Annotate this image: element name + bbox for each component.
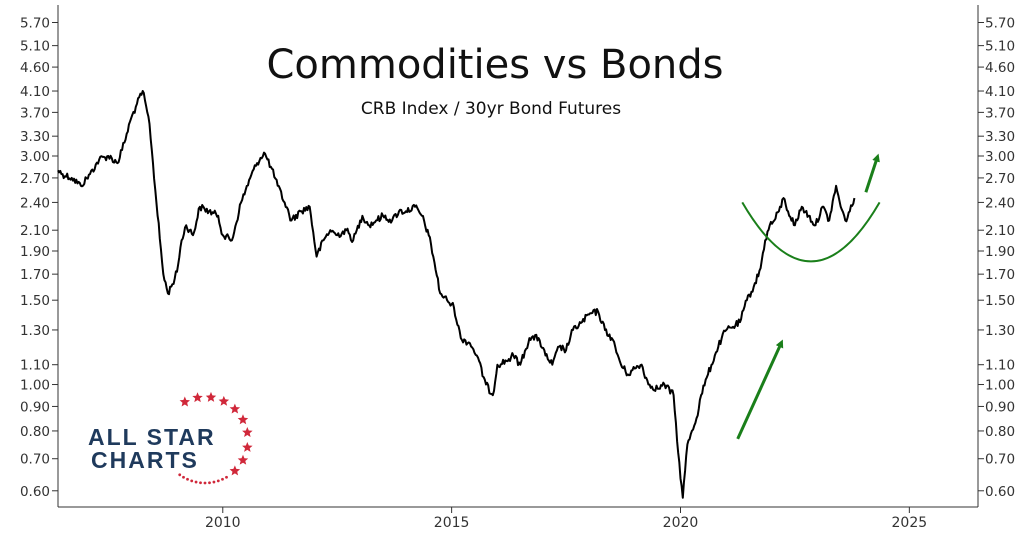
y-tick-label-right: 1.30 [985,323,1015,339]
y-tick-label-left: 3.00 [20,149,50,165]
axes: 0.60 0.70 0.80 0.90 1.00 1.10 1.30 1.50 1.70 1.90… [20,5,1015,531]
logo-dot [225,475,228,479]
y-tick-label-left: 3.70 [20,105,50,121]
logo-stars [178,391,253,485]
logo-text-line2: CHARTS [91,447,199,473]
logo-star [237,414,249,425]
chart-title: Commodities vs Bonds [267,42,724,88]
y-tick-label-right: 2.40 [985,195,1015,211]
y-tick-label-left: 4.60 [20,60,50,76]
y-tick-label-left: 0.90 [20,399,50,415]
y-tick-label-left: 1.30 [20,323,50,339]
y-tick-label-right: 5.70 [985,15,1015,31]
annotation-layer [736,153,881,440]
y-ticks-left: 0.60 0.70 0.80 0.90 1.00 1.10 1.30 1.50 1.70 1.90… [20,15,58,500]
trend-arrow [864,153,880,193]
logo-dot [182,475,185,479]
logo-star [205,391,217,402]
logo-dot [190,479,194,483]
logo-star [179,396,190,407]
y-tick-label-left: 0.70 [20,452,50,468]
rounding-bottom-arc [741,201,881,263]
logo-text-line1: ALL STAR [88,424,216,450]
logo-star [242,442,253,452]
y-tick-label-right: 1.10 [985,358,1015,374]
logo-dot [186,477,189,481]
y-tick-label-right: 0.80 [985,424,1015,440]
logo-star [229,403,241,414]
y-tick-label-right: 4.60 [985,60,1015,76]
y-tick-label-left: 1.10 [20,358,50,374]
y-tick-label-right: 2.10 [985,223,1015,239]
y-tick-label-left: 2.10 [20,223,50,239]
logo-star [192,392,203,403]
logo-star [218,395,230,406]
all-star-charts-logo: ALL STAR CHARTS [88,391,253,485]
logo-dot [212,480,216,484]
logo-star [229,465,241,476]
y-tick-label-left: 0.80 [20,424,50,440]
logo-dot [203,481,207,485]
y-tick-label-left: 5.70 [20,15,50,31]
x-tick-label: 2020 [663,515,699,531]
y-tick-label-left: 2.70 [20,171,50,187]
y-tick-label-right: 1.70 [985,267,1015,283]
chart-subtitle: CRB Index / 30yr Bond Futures [361,99,621,119]
y-tick-label-right: 0.70 [985,452,1015,468]
logo-dot [216,479,220,483]
trend-arrow [736,339,784,440]
logo-dot [199,481,202,485]
y-ticks-right: 0.60 0.70 0.80 0.90 1.00 1.10 1.30 1.50 1.70 1.90… [978,15,1015,500]
y-tick-label-left: 1.90 [20,244,50,260]
y-tick-label-right: 2.70 [985,171,1015,187]
logo-dot [208,481,211,485]
x-tick-label: 2015 [434,515,470,531]
y-tick-label-left: 4.10 [20,84,50,100]
x-tick-label: 2025 [892,515,928,531]
y-tick-label-left: 2.40 [20,195,50,211]
logo-star [237,454,249,465]
y-tick-label-left: 0.60 [20,484,50,500]
y-tick-label-left: 1.50 [20,293,50,309]
y-tick-label-left: 1.70 [20,267,50,283]
logo-dot [194,480,198,484]
y-tick-label-left: 5.10 [20,39,50,55]
x-tick-label: 2010 [205,515,241,531]
series-layer [57,90,856,499]
series-line [57,90,856,499]
y-tick-label-right: 4.10 [985,84,1015,100]
y-tick-label-left: 3.30 [20,129,50,145]
y-tick-label-left: 1.00 [20,378,50,394]
y-tick-label-right: 1.90 [985,244,1015,260]
y-tick-label-right: 3.70 [985,105,1015,121]
logo-star [242,427,253,437]
y-tick-label-right: 1.50 [985,293,1015,309]
y-tick-label-right: 5.10 [985,39,1015,55]
logo-dot [178,473,182,477]
y-tick-label-right: 3.00 [985,149,1015,165]
x-ticks: 2010 2015 2020 2025 [205,507,927,531]
y-tick-label-right: 3.30 [985,129,1015,145]
y-tick-label-right: 1.00 [985,378,1015,394]
logo-dot [221,477,224,481]
y-tick-label-right: 0.60 [985,484,1015,500]
y-tick-label-right: 0.90 [985,399,1015,415]
